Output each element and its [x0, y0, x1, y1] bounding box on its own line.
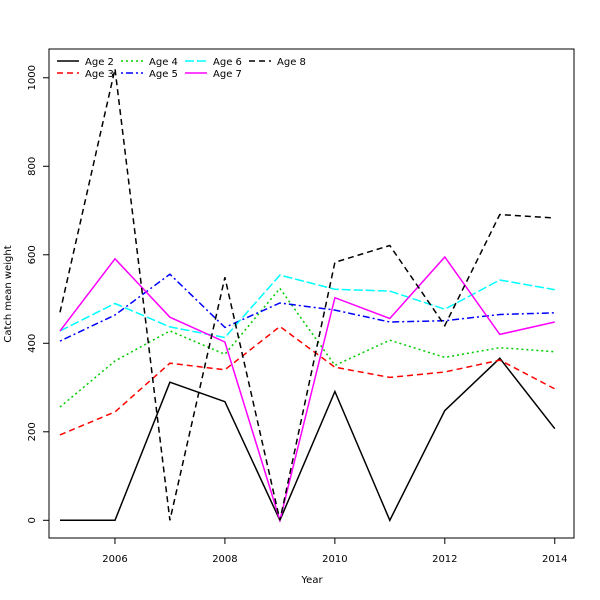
plot-frame	[48, 48, 575, 539]
y-tick-label: 200	[27, 422, 38, 441]
legend-label: Age 4	[149, 57, 178, 68]
y-tick-label: 600	[27, 245, 38, 264]
y-tick-label: 1000	[27, 65, 38, 90]
legend-label: Age 8	[277, 57, 306, 68]
series-line-age-8	[59, 68, 555, 521]
x-axis: 2006 2008 2010 2012 2014	[102, 538, 567, 565]
y-axis-label: Catch mean weight	[3, 245, 14, 342]
x-tick-label: 2006	[102, 554, 127, 565]
y-tick-label: 0	[27, 517, 38, 523]
x-tick-label: 2010	[322, 554, 347, 565]
y-axis: 0 200 400 600 800 1000	[27, 65, 49, 523]
x-tick-label: 2008	[212, 554, 237, 565]
x-tick-label: 2014	[542, 554, 567, 565]
legend-label: Age 3	[85, 69, 114, 80]
series-layer	[59, 68, 556, 524]
series-line-age-5	[59, 273, 555, 342]
y-tick-label: 400	[27, 334, 38, 353]
y-tick-label: 800	[27, 157, 38, 176]
series-line-age-3	[59, 325, 556, 436]
x-axis-label: Year	[300, 575, 323, 586]
series-line-age-2	[60, 357, 556, 523]
legend-label: Age 2	[85, 57, 114, 68]
x-tick-label: 2012	[432, 554, 457, 565]
series-line-age-7	[59, 255, 555, 524]
series-line-age-4	[59, 287, 555, 408]
legend-label: Age 5	[149, 69, 178, 80]
legend-label: Age 6	[213, 57, 242, 68]
legend-label: Age 7	[213, 69, 242, 80]
